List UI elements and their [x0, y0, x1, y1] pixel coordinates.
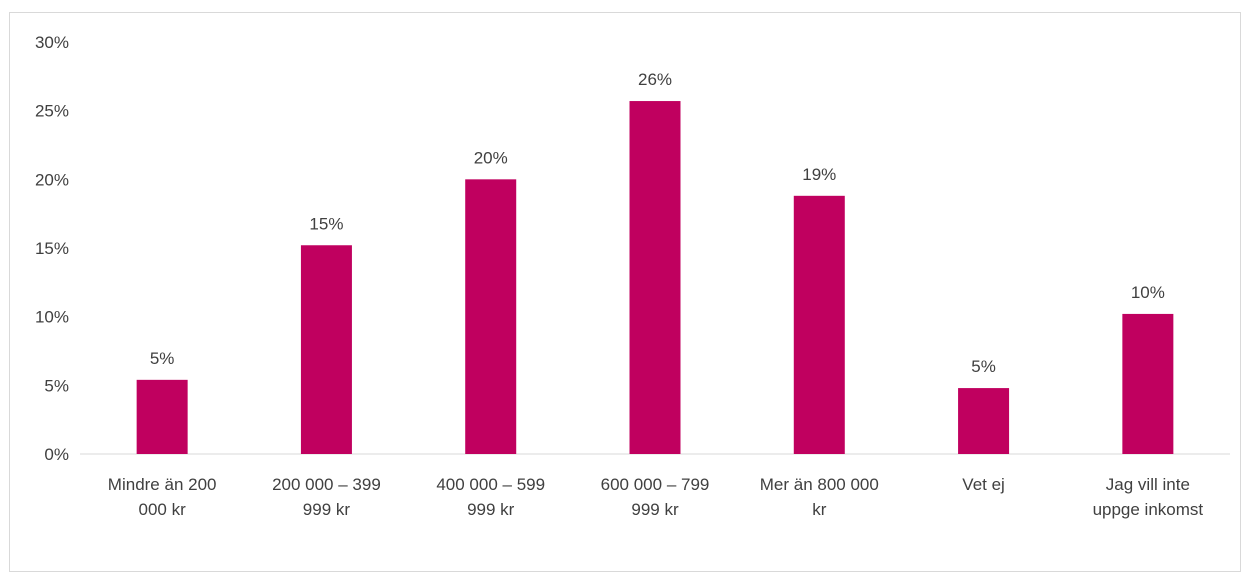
data-label: 20% — [474, 148, 508, 167]
bar — [465, 179, 517, 455]
category-label-line: 400 000 – 599 — [436, 475, 545, 494]
category-label-line: 999 kr — [303, 500, 351, 519]
category-label: 400 000 – 599 999 kr — [436, 475, 545, 519]
category-label-line: Mindre än 200 — [108, 475, 217, 494]
category-label-line: 200 000 – 399 — [272, 475, 381, 494]
y-tick-label: 30% — [35, 33, 69, 52]
bar — [629, 101, 681, 454]
category-label-line: uppge inkomst — [1093, 500, 1204, 519]
y-axis-tick-labels: 0% 5% 10% 15% 20% 25% 30% — [35, 33, 69, 464]
data-label: 10% — [1131, 283, 1165, 302]
bar — [1122, 313, 1174, 454]
data-label: 15% — [309, 214, 343, 233]
category-label: Vet ej — [962, 475, 1005, 494]
data-labels: 5% 15% 20% 26% 19% 5% 10% — [150, 70, 1165, 376]
y-tick-label: 20% — [35, 170, 69, 189]
data-label: 26% — [638, 70, 672, 89]
category-label: Mindre än 200 000 kr — [108, 475, 217, 519]
chart-frame — [9, 12, 1241, 572]
category-label-line: kr — [812, 500, 827, 519]
category-label: Mer än 800 000 kr — [760, 475, 879, 519]
category-label-line: 999 kr — [467, 500, 515, 519]
y-tick-label: 5% — [44, 376, 69, 395]
category-label: Jag vill inte uppge inkomst — [1093, 475, 1204, 519]
data-label: 5% — [150, 349, 175, 368]
y-tick-label: 15% — [35, 239, 69, 258]
data-label: 5% — [971, 357, 996, 376]
bar — [958, 388, 1010, 454]
income-bar-chart: 0%5%10%15%20%25%30% 5%15%20%26%19%5%10% … — [35, 33, 1230, 519]
bar — [793, 195, 845, 454]
y-tick-label: 25% — [35, 102, 69, 121]
category-label-line: 600 000 – 799 — [601, 475, 710, 494]
y-tick-label: 0% — [44, 445, 69, 464]
y-tick-label: 10% — [35, 308, 69, 327]
category-label-line: Jag vill inte — [1106, 475, 1190, 494]
category-label-line: Mer än 800 000 — [760, 475, 879, 494]
category-label-line: Vet ej — [962, 475, 1005, 494]
bars — [136, 101, 1174, 455]
bar — [136, 379, 188, 454]
category-label: 600 000 – 799 999 kr — [601, 475, 710, 519]
category-label-line: 999 kr — [631, 500, 679, 519]
bar — [300, 245, 352, 454]
data-label: 19% — [802, 165, 836, 184]
category-label-line: 000 kr — [139, 500, 187, 519]
category-label: 200 000 – 399 999 kr — [272, 475, 381, 519]
